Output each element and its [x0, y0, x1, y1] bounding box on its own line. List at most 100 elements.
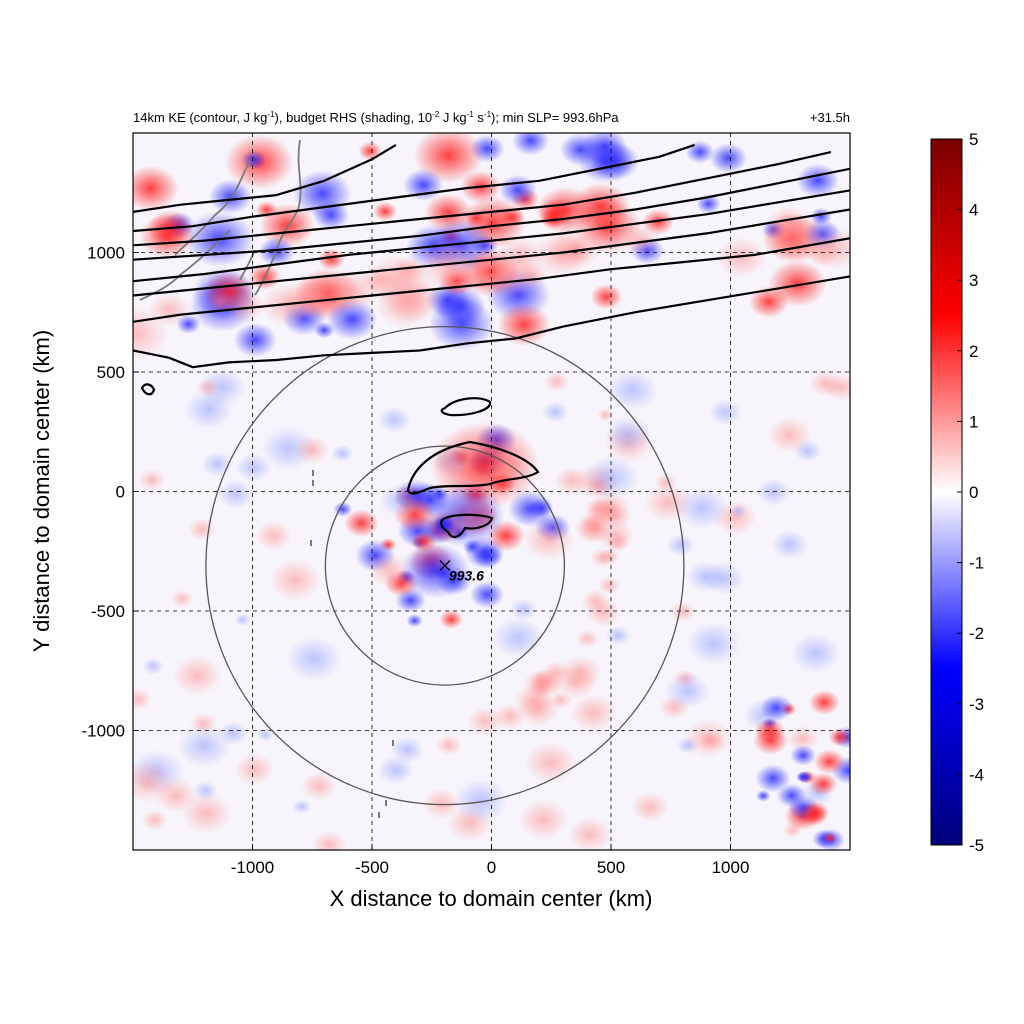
ke-contour-line: [133, 143, 695, 233]
shading-patch: [225, 289, 266, 322]
shading-patch: [686, 621, 741, 666]
shading-patch: [138, 469, 166, 491]
shading-patch: [569, 694, 617, 732]
radius-ring: [205, 325, 685, 806]
shading-patch: [755, 478, 792, 507]
shading-patch: [241, 150, 267, 170]
y-tick-label: 0: [116, 483, 125, 502]
ke-contour-closed: [440, 513, 494, 538]
shading-patch: [808, 690, 840, 715]
shading-patch: [585, 598, 621, 627]
shading-patch: [301, 772, 337, 801]
shading-patch: [443, 495, 498, 539]
colorbar-tick-label: 3: [969, 271, 978, 290]
shading-patch: [292, 799, 312, 815]
shading-patch: [755, 764, 791, 793]
shading-patch: [702, 562, 744, 595]
storm-center-blue: [399, 542, 470, 599]
shading-patch: [676, 736, 699, 754]
shading-patch: [235, 452, 272, 483]
shading-patch: [786, 725, 819, 752]
colorbar-tick-label: -2: [969, 624, 984, 643]
x-axis-ticks: -1000 -500 0 500 1000: [231, 844, 750, 877]
shading-patch: [234, 753, 275, 786]
shading-patch: [808, 772, 838, 796]
shading-patch: [269, 559, 321, 601]
shading-patch: [365, 253, 432, 307]
colorbar-tick-label: -1: [969, 554, 984, 573]
storm-center-label: 993.6: [449, 568, 484, 584]
shading-patch: [498, 174, 537, 206]
shading-patch: [292, 278, 342, 318]
ke-contour-line: [133, 143, 397, 213]
shading-patch: [358, 141, 382, 161]
x-tick-label: -500: [355, 858, 389, 877]
y-tick-label: 1000: [87, 244, 125, 263]
ke-contour-line: [133, 275, 850, 369]
colorbar-tick-label: -5: [969, 836, 984, 855]
colorbar: 5 4 3 2 1 0 -1 -2 -3 -4 -5: [930, 130, 984, 855]
shading-patch: [344, 509, 379, 538]
forecast-time-label: +31.5h: [810, 110, 850, 125]
radius-ring: [324, 445, 566, 686]
colorbar-tick-label: 4: [969, 201, 978, 220]
storm-center-marker: 993.6: [439, 560, 484, 584]
shading-patch: [432, 449, 468, 478]
shading-patch: [568, 817, 612, 850]
shading-patch: [771, 529, 809, 560]
shading-patch: [377, 406, 411, 433]
shading-patch: [367, 552, 410, 587]
shading-patch: [540, 208, 566, 229]
colorbar-tick-label: -3: [969, 695, 984, 714]
shading-patch: [422, 788, 461, 819]
shading-patch: [170, 589, 194, 608]
shading-patch: [493, 703, 527, 730]
shading-patch: [664, 672, 710, 709]
shading-patch: [654, 473, 677, 492]
shading-patch: [748, 286, 789, 318]
ke-contour-line: [133, 167, 850, 261]
ke-contour-line: [133, 208, 850, 297]
island-mark: [392, 740, 394, 746]
island-mark: [378, 812, 380, 818]
shading-patch: [311, 830, 347, 850]
shading-patch: [790, 633, 841, 674]
shading-patch: [759, 694, 794, 722]
shading-patch: [172, 655, 222, 696]
ke-contour-closed: [406, 440, 540, 495]
shading-patch: [676, 487, 729, 529]
shading-patch: [828, 727, 850, 747]
shading-patch: [532, 232, 588, 277]
shading-patch: [417, 240, 482, 291]
shading-patch: [233, 322, 277, 358]
ke-contour-line: [133, 237, 850, 323]
shading-patch: [492, 617, 544, 659]
ke-contours: [133, 143, 850, 538]
coastline-segment: [254, 139, 302, 296]
shading-patch: [518, 799, 569, 840]
x-tick-label: 1000: [712, 858, 750, 877]
ke-contour-closed: [140, 383, 156, 396]
shading-patch: [790, 745, 817, 766]
colorbar-tick-label: 0: [969, 483, 978, 502]
shading-patch: [439, 609, 463, 629]
island-mark: [310, 540, 312, 546]
shading-patch: [428, 297, 495, 351]
shading-patch: [142, 657, 164, 675]
shading-patch: [598, 547, 620, 566]
island-mark: [312, 480, 314, 486]
shading-patch: [331, 444, 354, 462]
shading-patch: [205, 290, 236, 315]
island-mark: [312, 470, 314, 476]
shading-patch: [217, 479, 255, 509]
shading-patch: [512, 133, 550, 156]
shading-patch: [133, 165, 179, 211]
shading-patch: [621, 224, 659, 255]
shading-patch: [606, 369, 659, 411]
shading-patch: [406, 614, 423, 628]
y-tick-label: 500: [97, 363, 125, 382]
shading-patch: [452, 778, 509, 823]
shading-patch: [541, 401, 569, 423]
x-tick-label: 0: [487, 858, 496, 877]
shading-patch: [133, 760, 174, 803]
